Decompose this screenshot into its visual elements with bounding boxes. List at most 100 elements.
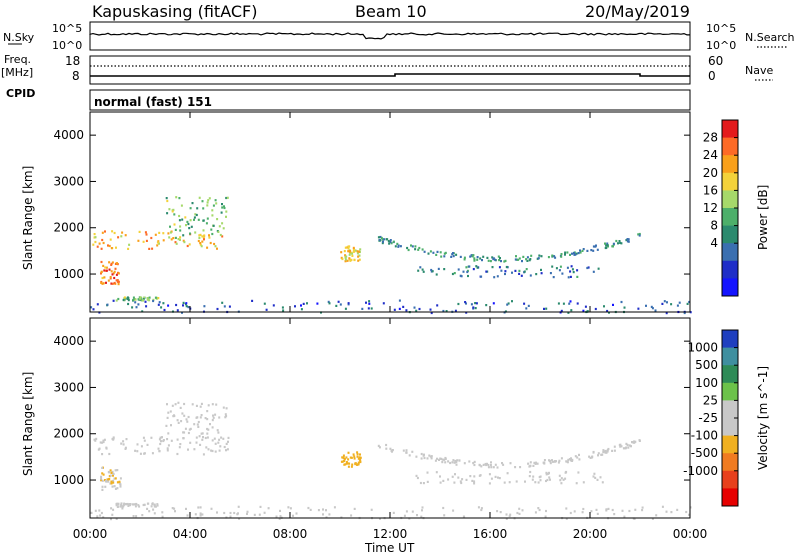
scatter-cell (201, 438, 204, 441)
scatter-cell (107, 470, 110, 474)
scatter-cell (382, 302, 385, 305)
scatter-cell (356, 451, 359, 454)
scatter-cell (552, 460, 554, 463)
scatter-cell (113, 276, 116, 280)
scatter-cell (357, 259, 360, 262)
scatter-cell (347, 465, 350, 468)
scatter-cell (411, 245, 414, 248)
scatter-cell (625, 442, 628, 445)
scatter-cell (206, 217, 209, 220)
scatter-cell (165, 197, 168, 200)
scatter-cell (476, 258, 479, 261)
scatter-cell (475, 265, 478, 268)
scatter-cell (179, 236, 182, 239)
scatter-cell (442, 309, 445, 313)
scatter-cell (595, 244, 597, 247)
scatter-cell (233, 511, 236, 515)
scatter-cell (187, 306, 190, 309)
scatter-cell (108, 261, 111, 264)
scatter-cell (685, 510, 688, 514)
scatter-cell (105, 447, 108, 450)
scatter-cell (143, 452, 146, 455)
scatter-cell (129, 504, 131, 507)
scatter-cell (207, 404, 210, 407)
scatter-cell (548, 476, 551, 479)
scatter-cell (210, 507, 213, 510)
scatter-cell (101, 488, 104, 491)
scatter-cell (185, 418, 188, 421)
y-tick-label: 4000 (53, 128, 84, 142)
scatter-cell (531, 478, 534, 481)
scatter-cell (202, 229, 205, 232)
scatter-cell (114, 487, 117, 490)
scatter-cell (125, 503, 127, 506)
scatter-cell (167, 304, 170, 307)
scatter-cell (206, 204, 209, 207)
scatter-cell (396, 242, 399, 245)
scatter-cell (418, 246, 421, 250)
scatter-cell (153, 505, 156, 508)
scatter-cell (356, 463, 359, 466)
colorbar-segment (722, 400, 738, 419)
scatter-cell (202, 219, 205, 222)
scatter-cell (398, 299, 401, 302)
scatter-cell (238, 517, 241, 520)
scatter-cell (426, 480, 429, 483)
scatter-cell (499, 511, 502, 514)
scatter-cell (126, 297, 129, 300)
scatter-cell (444, 461, 447, 464)
colorbar-tick: 500 (695, 358, 718, 372)
scatter-cell (496, 510, 499, 513)
scatter-cell (127, 503, 130, 506)
scatter-cell (211, 214, 214, 217)
scatter-cell (487, 466, 490, 469)
scatter-cell (582, 507, 585, 511)
scatter-cell (434, 459, 437, 462)
scatter-cell (561, 272, 564, 275)
scatter-cell (302, 302, 305, 305)
scatter-cell (168, 208, 171, 211)
scatter-cell (340, 460, 343, 463)
scatter-cell (504, 259, 507, 262)
scatter-cell (123, 296, 126, 299)
scatter-cell (180, 204, 183, 207)
scatter-cell (545, 479, 547, 483)
scatter-cell (665, 510, 668, 513)
scatter-cell (335, 304, 338, 307)
scatter-cell (170, 238, 173, 241)
scatter-cell (419, 266, 422, 269)
scatter-cell (577, 252, 580, 255)
nsky-trace (89, 32, 690, 40)
scatter-cell (322, 508, 324, 511)
scatter-cell (109, 238, 112, 241)
scatter-cell (104, 485, 107, 488)
scatter-cell (204, 436, 207, 440)
colorbar-tick: -25 (698, 411, 718, 425)
scatter-cell (157, 240, 160, 243)
scatter-cell (156, 504, 159, 507)
scatter-cell (181, 311, 183, 314)
scatter-cell (345, 462, 348, 465)
scatter-cell (246, 512, 248, 515)
scatter-cell (225, 215, 227, 218)
scatter-cell (356, 252, 359, 255)
scatter-cell (186, 220, 189, 223)
scatter-cell (600, 453, 603, 456)
scatter-cell (670, 511, 673, 514)
scatter-cell (139, 452, 142, 455)
scatter-cell (300, 308, 303, 311)
scatter-cell (402, 305, 405, 308)
scatter-cell (558, 269, 561, 272)
scatter-cell (198, 435, 201, 438)
x-tick-label: 20:00 (573, 527, 608, 541)
scatter-cell (188, 227, 191, 230)
scatter-cell (637, 233, 640, 236)
scatter-cell (604, 246, 607, 250)
scatter-cell (543, 307, 545, 310)
scatter-cell (128, 243, 131, 246)
scatter-cell (109, 277, 112, 280)
scatter-cell (103, 269, 106, 272)
scatter-cell (214, 442, 217, 445)
scatter-cell (543, 459, 546, 462)
